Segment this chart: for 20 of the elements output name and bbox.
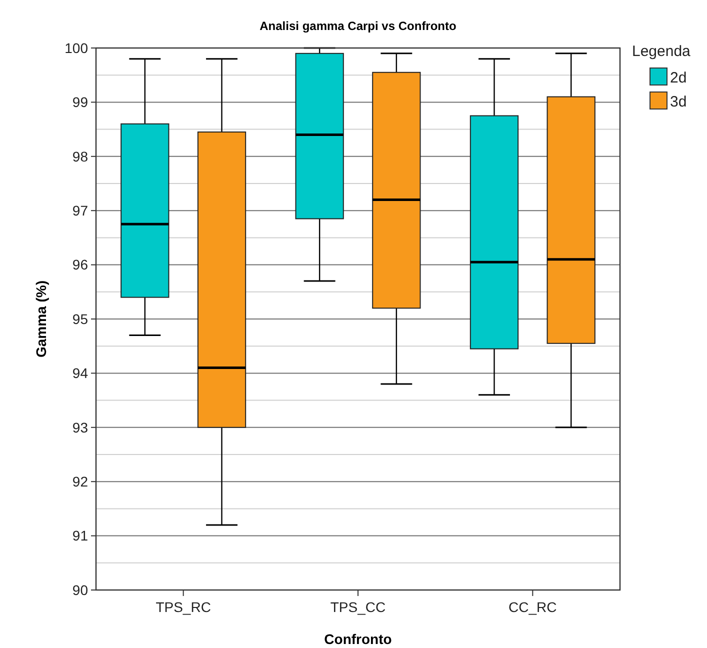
y-tick-label: 98 bbox=[72, 148, 88, 164]
x-axis-title: Confronto bbox=[324, 631, 392, 647]
y-tick-label: 96 bbox=[72, 256, 88, 273]
x-tick-label: CC_RC bbox=[508, 599, 557, 615]
y-tick-label: 94 bbox=[72, 365, 88, 382]
legend-title: Legenda bbox=[632, 43, 692, 60]
y-tick-label: 97 bbox=[72, 202, 88, 218]
chart-title: Analisi gamma Carpi vs Confronto bbox=[260, 19, 456, 33]
x-tick-label: TPS_CC bbox=[330, 599, 386, 615]
y-tick-label: 95 bbox=[72, 310, 88, 327]
x-tick-label: TPS_RC bbox=[156, 599, 211, 615]
legend-label: 3d bbox=[670, 93, 687, 110]
y-tick-label: 100 bbox=[64, 40, 88, 56]
y-tick-label: 99 bbox=[72, 94, 88, 110]
y-tick-label: 90 bbox=[72, 582, 88, 598]
y-tick-label: 91 bbox=[72, 528, 88, 544]
legend-label: 2d bbox=[670, 69, 687, 86]
y-axis-title: Gamma (%) bbox=[33, 280, 49, 358]
y-tick-label: 93 bbox=[72, 419, 88, 436]
y-tick-label: 92 bbox=[72, 474, 88, 490]
